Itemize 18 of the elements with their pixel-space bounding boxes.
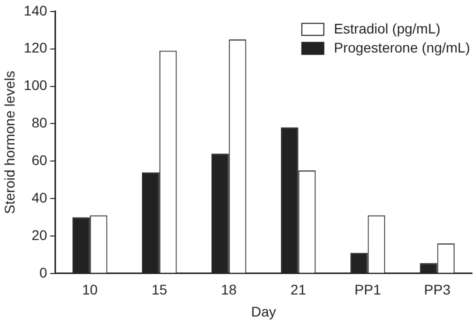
y-axis-title: Steroid hormone levels xyxy=(1,70,18,214)
y-tick-label: 120 xyxy=(24,40,48,56)
y-tick-label: 40 xyxy=(32,189,48,206)
legend-label: Progesterone (ng/mL) xyxy=(334,39,470,56)
x-tick-label: 15 xyxy=(152,282,168,298)
y-tick-label: 0 xyxy=(39,264,48,280)
x-tick-label: 10 xyxy=(82,282,98,298)
y-tick-label: 100 xyxy=(24,77,48,94)
y-tick-label: 140 xyxy=(24,2,48,18)
x-axis-title: Day xyxy=(251,303,276,320)
y-tick-label: 80 xyxy=(32,114,48,131)
legend-label: Estradiol (pg/mL) xyxy=(334,20,440,36)
y-tick-label: 20 xyxy=(32,226,48,243)
x-tick-label: PP1 xyxy=(354,282,382,298)
x-tick-label: 21 xyxy=(290,282,306,298)
x-tick-label: 18 xyxy=(221,282,237,298)
x-tick-label: PP3 xyxy=(424,282,451,298)
y-tick-label: 60 xyxy=(32,152,48,168)
